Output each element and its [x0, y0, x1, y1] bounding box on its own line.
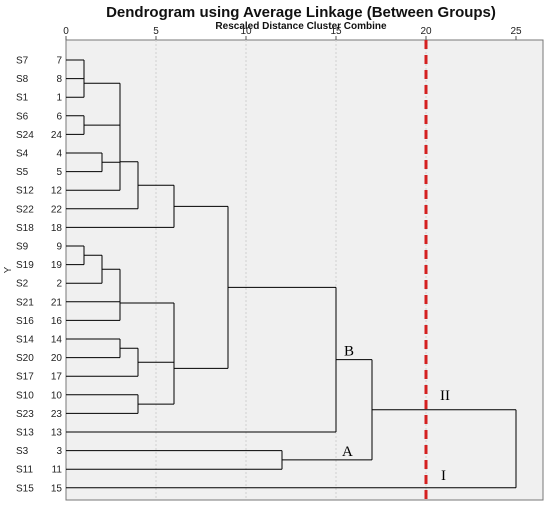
chart-title: Dendrogram using Average Linkage (Betwee… — [106, 4, 496, 21]
leaf-case-label: 22 — [51, 204, 63, 215]
leaf-name-label: S5 — [16, 167, 29, 178]
leaf-name-label: S4 — [16, 149, 29, 160]
leaf-name-label: S2 — [16, 279, 29, 290]
leaf-case-label: 1 — [56, 93, 62, 104]
leaf-name-label: S16 — [16, 316, 34, 327]
x-tick-label: 0 — [63, 26, 69, 37]
leaf-case-label: 3 — [56, 446, 62, 457]
leaf-name-label: S19 — [16, 260, 34, 271]
leaf-name-label: S14 — [16, 335, 34, 346]
leaf-case-label: 17 — [51, 372, 63, 383]
x-tick-label: 5 — [153, 26, 159, 37]
leaf-case-label: 20 — [51, 353, 63, 364]
cluster-annotation: A — [342, 444, 353, 460]
leaf-case-label: 8 — [56, 74, 62, 85]
x-tick-label: 25 — [510, 26, 522, 37]
leaf-case-label: 11 — [52, 465, 63, 476]
leaf-case-label: 24 — [51, 130, 63, 141]
cluster-annotation: I — [441, 468, 446, 484]
leaf-name-label: S12 — [16, 186, 34, 197]
leaf-name-label: S17 — [16, 372, 34, 383]
leaf-case-label: 16 — [51, 316, 63, 327]
leaf-name-label: S11 — [16, 465, 33, 476]
x-tick-label: 15 — [330, 26, 342, 37]
leaf-case-label: 10 — [51, 390, 63, 401]
leaf-name-label: S18 — [16, 223, 34, 234]
y-axis-label: Y — [3, 266, 14, 273]
leaf-name-label: S22 — [16, 204, 34, 215]
leaf-name-label: S9 — [16, 242, 29, 253]
cluster-annotation: B — [344, 344, 354, 360]
leaf-case-label: 6 — [56, 111, 62, 122]
leaf-case-label: 15 — [51, 483, 63, 494]
x-tick-label: 20 — [420, 26, 432, 37]
leaf-name-label: S6 — [16, 111, 29, 122]
leaf-name-label: S24 — [16, 130, 34, 141]
leaf-name-label: S8 — [16, 74, 29, 85]
cluster-annotation: II — [440, 388, 450, 404]
leaf-name-label: S20 — [16, 353, 34, 364]
leaf-case-label: 13 — [51, 428, 63, 439]
leaf-case-label: 23 — [51, 409, 63, 420]
leaf-name-label: S13 — [16, 428, 34, 439]
leaf-case-label: 18 — [51, 223, 63, 234]
leaf-name-label: S15 — [16, 483, 34, 494]
leaf-name-label: S21 — [16, 297, 34, 308]
leaf-case-label: 14 — [51, 335, 63, 346]
leaf-name-label: S1 — [16, 93, 29, 104]
leaf-name-label: S10 — [16, 390, 34, 401]
leaf-case-label: 7 — [56, 56, 62, 67]
chart-subtitle: Rescaled Distance Cluster Combine — [215, 21, 387, 32]
leaf-name-label: S7 — [16, 56, 29, 67]
x-tick-label: 10 — [240, 26, 252, 37]
leaf-case-label: 2 — [56, 279, 62, 290]
leaf-case-label: 19 — [51, 260, 63, 271]
leaf-name-label: S3 — [16, 446, 29, 457]
leaf-name-label: S23 — [16, 409, 34, 420]
leaf-case-label: 12 — [51, 186, 63, 197]
leaf-case-label: 5 — [56, 167, 62, 178]
plot-background — [65, 39, 544, 501]
leaf-case-label: 9 — [56, 242, 62, 253]
leaf-case-label: 4 — [56, 149, 62, 160]
leaf-case-label: 21 — [51, 297, 63, 308]
